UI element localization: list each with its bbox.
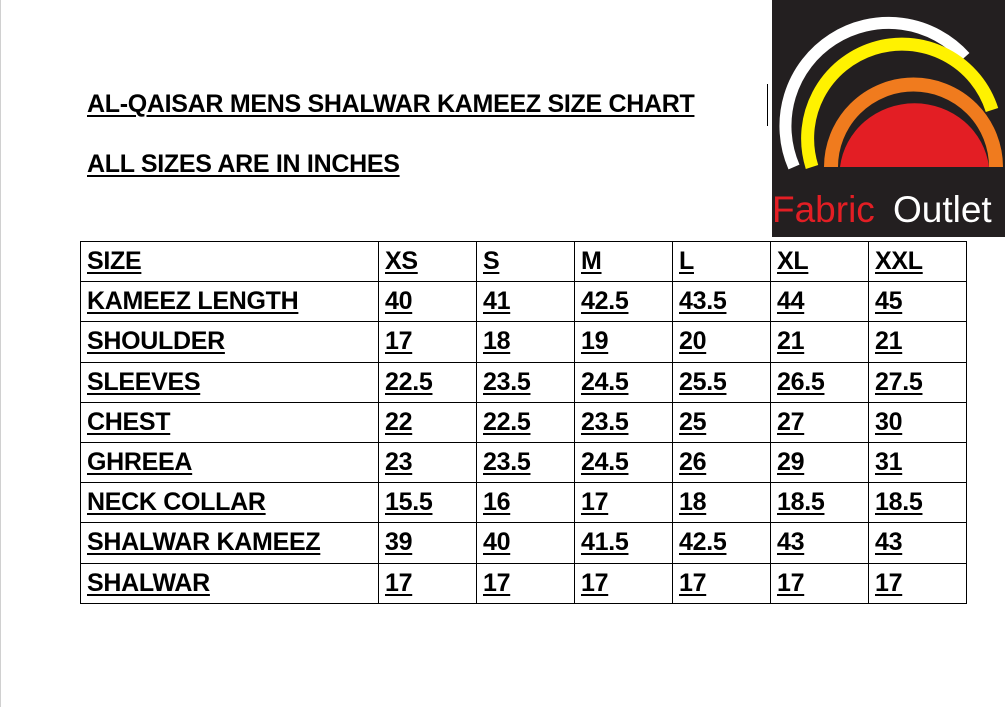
size-value-cell: 22.5	[476, 401, 575, 443]
row-label: SHALWAR KAMEEZ	[80, 522, 379, 564]
page-title: AL-QAISAR MENS SHALWAR KAMEEZ SIZE CHART	[87, 90, 695, 118]
size-value-cell: 22	[378, 401, 477, 443]
row-label: KAMEEZ LENGTH	[80, 281, 379, 323]
table-row: SHALWAR 17 17 17 17 17 17	[80, 562, 967, 604]
size-value-cell: 18	[672, 482, 771, 524]
size-value-cell: 16	[476, 482, 575, 524]
size-value-cell: 23.5	[574, 401, 673, 443]
size-value-cell: 27.5	[868, 361, 967, 403]
size-value-cell: 15.5	[378, 482, 477, 524]
size-value-cell: 17	[378, 321, 477, 363]
size-chart-table: SIZE XS S M L XL XXL KAMEEZ LENGTH 40 41 42.5 43.5 4…	[80, 240, 967, 604]
rainbow-arc-icon: Fabric Outlet	[772, 16, 1003, 230]
size-value-cell: 23.5	[476, 441, 575, 484]
size-value-cell: 24.5	[574, 361, 673, 403]
size-value-cell: 41.5	[574, 522, 673, 564]
size-value-cell: XL	[770, 240, 869, 283]
row-label: SHOULDER	[80, 321, 379, 363]
logo-text-fabric: Fabric	[772, 189, 875, 230]
page-subtitle: ALL SIZES ARE IN INCHES	[87, 150, 400, 178]
size-value-cell: 44	[770, 281, 869, 323]
size-value-cell: 43	[868, 522, 967, 564]
size-value-cell: 42.5	[672, 522, 771, 564]
row-label: CHEST	[80, 401, 379, 443]
size-value-cell: 42.5	[574, 281, 673, 323]
logo-text-outlet: Outlet	[893, 189, 992, 230]
size-value-cell: 31	[868, 441, 967, 484]
table-row: SHALWAR KAMEEZ 39 40 41.5 42.5 43 43	[80, 522, 967, 564]
size-value-cell: 17	[770, 562, 869, 604]
row-label: NECK COLLAR	[80, 482, 379, 524]
table-row: GHREEA 23 23.5 24.5 26 29 31	[80, 441, 967, 484]
size-value-cell: 41	[476, 281, 575, 323]
size-value-cell: 17	[672, 562, 771, 604]
table-row: CHEST 22 22.5 23.5 25 27 30	[80, 401, 967, 443]
size-value-cell: 27	[770, 401, 869, 443]
table-row: SHOULDER 17 18 19 20 21 21	[80, 321, 967, 363]
text-cursor	[767, 84, 768, 126]
size-value-cell: 21	[868, 321, 967, 363]
size-value-cell: L	[672, 240, 771, 283]
size-value-cell: 25	[672, 401, 771, 443]
size-value-cell: 18.5	[770, 482, 869, 524]
size-value-cell: 17	[868, 562, 967, 604]
size-value-cell: 21	[770, 321, 869, 363]
row-label: SLEEVES	[80, 361, 379, 403]
table-header-row: SIZE XS S M L XL XXL	[80, 240, 967, 283]
size-value-cell: 23.5	[476, 361, 575, 403]
row-label: GHREEA	[80, 441, 379, 484]
size-value-cell: 45	[868, 281, 967, 323]
size-value-cell: 17	[574, 482, 673, 524]
row-label: SHALWAR	[80, 562, 379, 604]
size-value-cell: 23	[378, 441, 477, 484]
size-value-cell: 43.5	[672, 281, 771, 323]
size-value-cell: 24.5	[574, 441, 673, 484]
size-value-cell: 40	[476, 522, 575, 564]
size-value-cell: 17	[378, 562, 477, 604]
table-row: NECK COLLAR 15.5 16 17 18 18.5 18.5	[80, 482, 967, 524]
size-value-cell: 39	[378, 522, 477, 564]
table-row: SLEEVES 22.5 23.5 24.5 25.5 26.5 27.5	[80, 361, 967, 403]
size-value-cell: 22.5	[378, 361, 477, 403]
size-value-cell: XXL	[868, 240, 967, 283]
size-value-cell: 29	[770, 441, 869, 484]
size-value-cell: 20	[672, 321, 771, 363]
size-value-cell: M	[574, 240, 673, 283]
size-value-cell: 17	[476, 562, 575, 604]
row-label: SIZE	[80, 240, 379, 283]
size-value-cell: 26.5	[770, 361, 869, 403]
table-row: KAMEEZ LENGTH 40 41 42.5 43.5 44 45	[80, 281, 967, 323]
size-value-cell: S	[476, 240, 575, 283]
fabric-outlet-logo: Fabric Outlet	[772, 0, 1005, 237]
size-value-cell: 26	[672, 441, 771, 484]
size-value-cell: 17	[574, 562, 673, 604]
size-value-cell: 40	[378, 281, 477, 323]
size-value-cell: 18	[476, 321, 575, 363]
size-value-cell: XS	[378, 240, 477, 283]
page-edge	[0, 0, 1, 707]
size-value-cell: 43	[770, 522, 869, 564]
size-value-cell: 25.5	[672, 361, 771, 403]
size-value-cell: 30	[868, 401, 967, 443]
size-value-cell: 19	[574, 321, 673, 363]
size-value-cell: 18.5	[868, 482, 967, 524]
